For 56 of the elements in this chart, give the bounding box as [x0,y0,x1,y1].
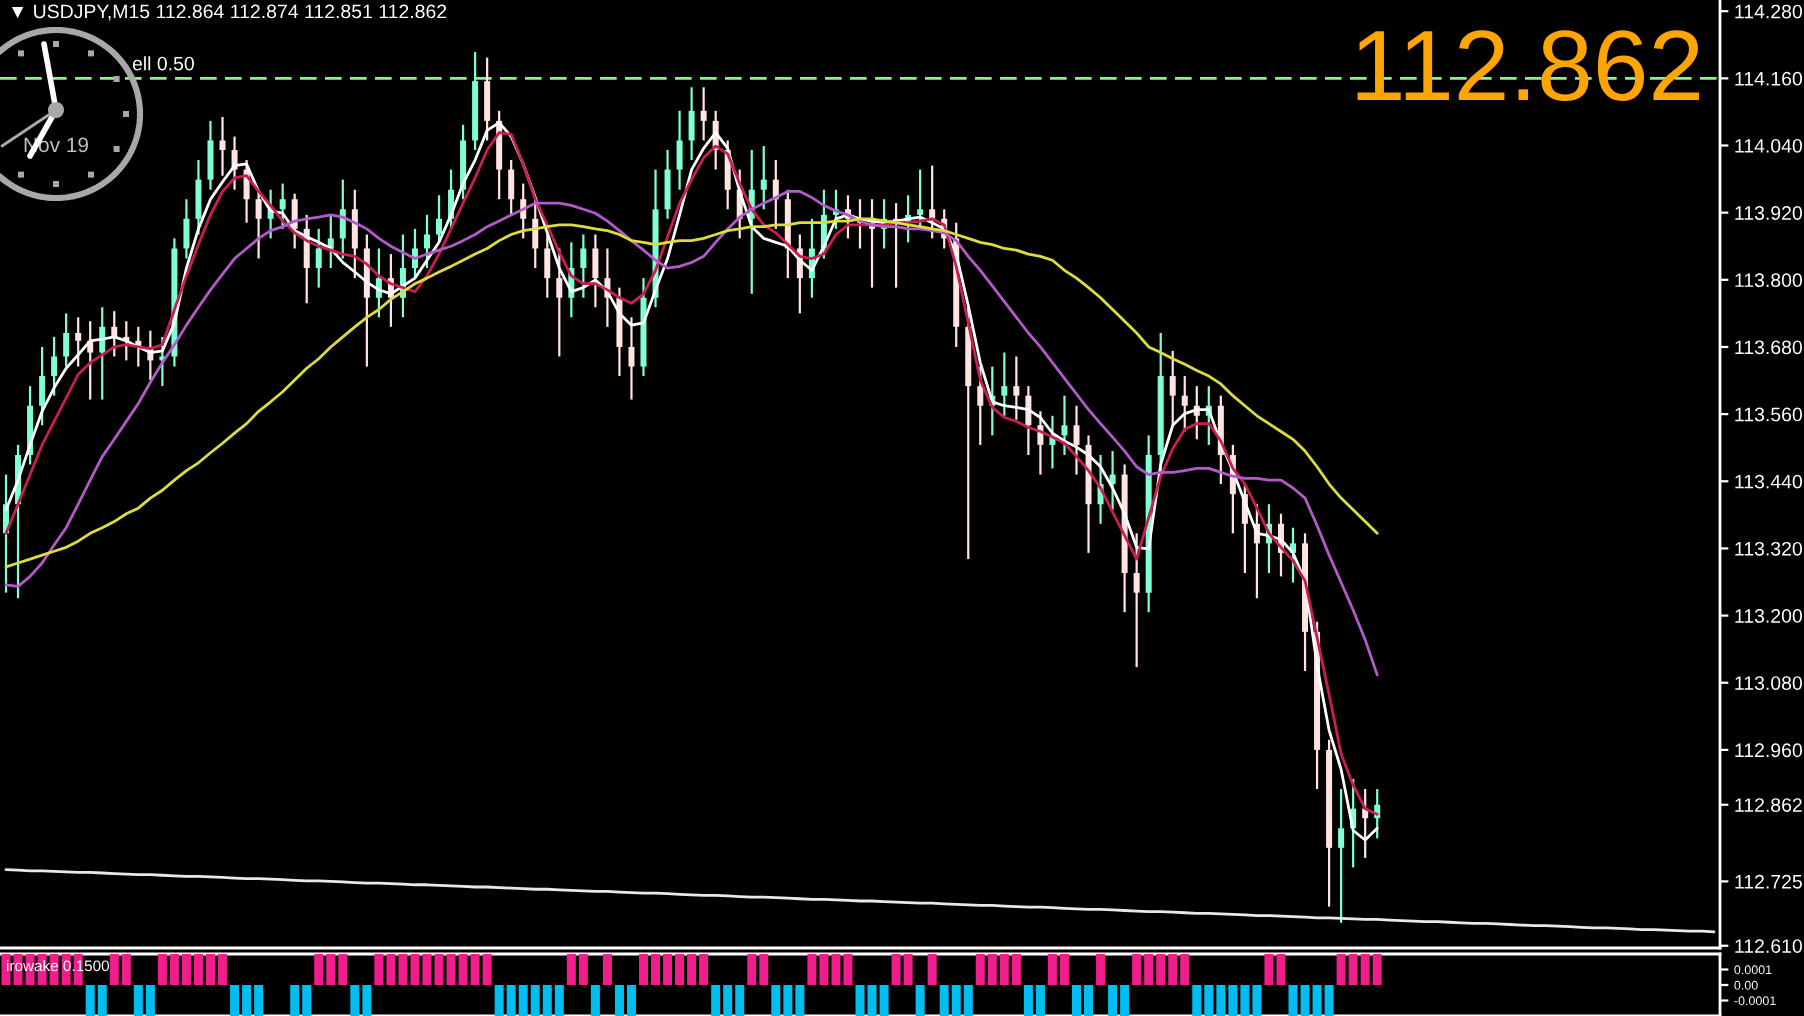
candlestick [1169,349,1176,427]
y-tick-label: 113.560 [1735,407,1802,422]
candlestick [917,168,924,230]
candlestick [760,144,767,211]
candlestick [628,316,635,401]
y-tick-label: 113.680 [1735,340,1802,355]
candlestick [592,233,599,309]
candlestick [39,345,46,427]
y-tick-label: 114.280 [1735,4,1802,19]
chart-title: ▼ USDJPY,M15 112.864 112.874 112.851 112.862 [11,4,447,21]
candlestick [688,86,695,162]
candlestick [1061,394,1068,457]
ref-line-label: ell 0.50 [132,56,194,71]
candlestick [508,158,515,216]
candlestick [556,247,563,358]
candlestick [1001,351,1008,417]
candlestick [75,316,82,368]
candlestick [1338,787,1345,924]
y-tick-label: 112.960 [1735,743,1802,758]
y-tick-label: 113.080 [1735,676,1802,690]
candlestick [580,233,587,299]
candlestick [700,86,707,142]
y-tick-label: 113.320 [1735,541,1802,556]
candlestick [1073,404,1080,476]
y-tick-label: 113.920 [1735,206,1802,220]
line-series [4,868,1716,934]
line-series [4,217,1379,569]
candlestick [484,56,491,142]
candlestick [929,164,936,240]
candlestick [63,312,70,368]
candlestick [255,188,262,260]
y-tick-label: 112.610 [1735,939,1802,953]
candlestick [195,158,202,236]
candlestick [977,365,984,447]
candlestick [664,148,671,220]
candlestick [544,233,551,299]
candlestick [351,188,358,280]
candlestick [1181,374,1188,433]
candlestick [1133,532,1140,669]
candlestick [436,194,443,244]
y-tick-label: 113.440 [1735,474,1802,489]
candlestick [183,198,190,260]
candlestick [279,182,286,230]
candlestick [207,119,214,191]
candlestick [219,115,226,177]
y-tick-label: 114.040 [1735,138,1802,153]
candlestick [315,227,322,289]
candlestick [423,213,430,270]
y-tick-label: 112.862 [1735,798,1802,812]
candlestick [1013,355,1020,421]
y-tick-label: 114.160 [1735,71,1802,86]
candlestick [51,335,58,397]
y-tick-label: 112.725 [1735,874,1802,889]
candlestick [676,109,683,191]
y-tick-label: 113.800 [1735,273,1802,288]
y-tick-label: 113.200 [1735,609,1802,623]
